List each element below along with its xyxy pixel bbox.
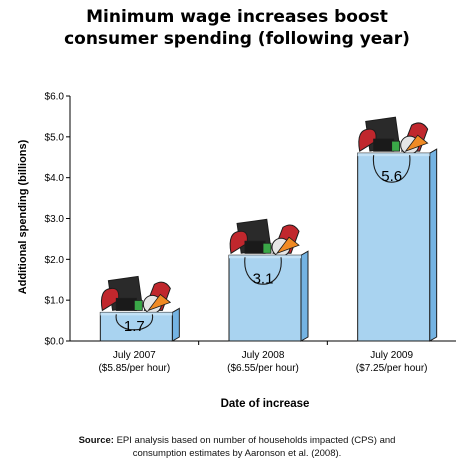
orange-item — [275, 236, 300, 255]
y-tick-label: $6.0 — [45, 92, 65, 103]
chart-title-line-2: consumer spending (following year) — [64, 29, 410, 49]
bar-side — [171, 307, 180, 342]
y-axis: $0.0 $1.0 $2.0 $3.0 $4.0 $5.0 $6.0 — [45, 92, 71, 348]
bag-contents — [100, 275, 172, 314]
y-tick-label: $4.0 — [45, 173, 65, 184]
laptop-item — [115, 297, 137, 311]
green-item — [262, 242, 272, 254]
y-tick-label: $5.0 — [45, 132, 65, 143]
x-axis-label: Date of increase — [221, 398, 310, 410]
bag-contents — [229, 218, 300, 257]
source-label: Source: — [78, 435, 114, 446]
bar-value-label: 5.6 — [381, 168, 402, 185]
red-handbag-item — [358, 128, 377, 152]
y-tick-label: $3.0 — [45, 214, 65, 225]
orange-item — [147, 293, 172, 312]
green-item — [391, 140, 401, 152]
bar-bag: 1.7 — [99, 275, 180, 342]
source-line-1: EPI analysis based on number of househol… — [116, 435, 396, 446]
bar-value-label: 3.1 — [253, 270, 274, 287]
bag-handle — [244, 257, 282, 285]
red-handbag-item — [229, 230, 248, 255]
x-tick-sublabel: ($7.25/per hour) — [356, 363, 428, 374]
bar — [357, 152, 431, 342]
bar — [99, 311, 173, 342]
chart-title-line-1: Minimum wage increases boost — [86, 7, 388, 27]
bar-bag: 5.6 — [357, 116, 438, 342]
x-tick-label: July 2008 — [242, 350, 285, 361]
bar-bag: 3.1 — [228, 218, 309, 342]
red-handbag-item — [100, 287, 120, 312]
chart-title: Minimum wage increases boost consumer sp… — [0, 6, 474, 50]
x-tick-sublabel: ($5.85/per hour) — [98, 363, 170, 374]
y-tick-label: $0.0 — [45, 337, 65, 348]
bag-handle — [115, 314, 153, 331]
x-tick-label: July 2007 — [113, 350, 156, 361]
y-tick-label: $2.0 — [45, 255, 65, 266]
x-tick-sublabel: ($6.55/per hour) — [227, 363, 299, 374]
bar-value-label: 1.7 — [124, 318, 145, 335]
bar-lip — [100, 312, 173, 316]
y-axis-label: Additional spending (billions) — [17, 139, 29, 294]
laptop-item — [373, 138, 395, 152]
orange-item — [404, 134, 429, 153]
bar — [228, 254, 302, 342]
source-line-2: consumption estimates by Aaronson et al.… — [132, 448, 342, 459]
bar-lip — [357, 153, 430, 157]
source-note: Source: EPI analysis based on number of … — [0, 434, 474, 460]
bag-contents — [358, 116, 429, 155]
bar-side — [300, 250, 309, 342]
x-tick-label: July 2009 — [370, 350, 413, 361]
bar-side — [429, 148, 438, 342]
bar-lip — [229, 255, 301, 259]
bars: 1.7 3.1 5.6 — [99, 116, 438, 342]
green-item — [133, 300, 143, 311]
y-tick-label: $1.0 — [45, 296, 65, 307]
x-axis: July 2007 ($5.85/per hour) July 2008 ($6.55… — [70, 340, 456, 374]
bag-handle — [373, 155, 411, 183]
laptop-item — [244, 240, 266, 254]
